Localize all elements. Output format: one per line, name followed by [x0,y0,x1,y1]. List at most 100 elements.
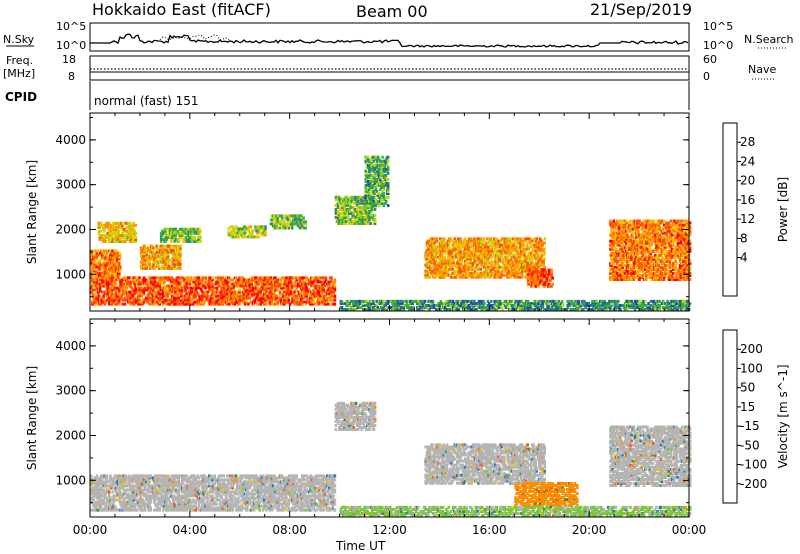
power-echo-cell [105,223,108,227]
power-echo-cell [336,203,340,207]
power-echo-cell [535,237,539,241]
power-echo-cell [156,246,160,250]
power-echo-cell [536,243,540,247]
power-echo-cell [355,213,359,217]
power-echo-cell [425,241,429,245]
power-echo-cell [246,288,249,292]
power-echo-cell [508,239,512,243]
power-echo-cell [179,262,182,266]
power-echo-cell [522,263,525,267]
power-echo-cell [206,282,210,286]
power-echo-cell [373,192,376,195]
power-echo-cell [505,245,508,249]
power-echo-cell [449,237,452,241]
power-echo-cell [366,202,370,206]
power-echo-cell [364,209,368,213]
power-echo-cell [324,276,328,280]
power-echo-cell [367,175,371,179]
power-echo-cell [357,220,360,223]
power-echo-cell [201,282,204,286]
cpid-label: CPID [5,90,37,104]
power-echo-cell [439,237,442,241]
power-echo-cell [93,267,96,271]
power-echo-cell [252,229,255,233]
power-echo-cell [333,278,337,282]
power-echo-cell [102,233,105,237]
power-echo-cell [496,249,499,253]
power-echo-cell [427,247,431,251]
power-echo-cell [119,265,122,269]
power-echo-cell [518,247,522,251]
power-echo-cell [102,223,105,227]
power-echo-cell [192,284,195,288]
power-echo-cell [349,203,352,207]
power-echo-cell [238,290,241,294]
power-echo-cell [94,294,97,298]
power-echo-cell [497,269,500,273]
power-echo-cell [298,218,302,222]
power-echo-cell [448,245,451,249]
power-echo-cell [375,177,379,181]
power-echo-cell [371,157,374,161]
power-echo-cell [369,173,372,177]
power-echo-cell [254,227,257,231]
nsky-label: N.Sky [3,33,35,46]
power-echo-cell [338,222,341,225]
power-echo-cell [454,251,458,255]
power-echo-cell [328,286,331,290]
power-echo-cell [198,233,201,237]
power-echo-cell [462,249,466,253]
power-echo-cell [521,275,524,279]
power-echo-cell [238,278,241,282]
power-echo-cell [309,282,312,286]
power-echo-cell [115,221,118,225]
power-echo-cell [106,292,110,296]
power-echo-cell [506,257,509,261]
power-echo-cell [371,215,375,219]
power-echo-cell [268,278,272,282]
power-echo-cell [484,306,487,309]
power-echo-cell [490,243,494,247]
power-echo-cell [387,185,390,189]
power-echo-cell [222,300,225,304]
power-echo-cell [507,259,511,263]
power-echo-cell [363,205,367,209]
power-echo-cell [458,261,461,265]
power-echo-cell [101,253,104,257]
power-echo-cell [517,275,521,279]
power-echo-cell [242,292,246,296]
power-echo-cell [364,222,368,225]
power-echo-cell [248,288,251,292]
power-echo-cell [316,276,320,280]
power-echo-cell [110,282,113,286]
power-echo-cell [387,171,390,175]
power-echo-cell [369,202,372,206]
power-echo-cell [122,233,125,237]
power-echo-cell [383,165,387,169]
power-echo-cell [425,255,429,259]
power-echo-cell [177,237,181,241]
power-echo-cell [486,267,489,271]
power-echo-cell [370,177,373,181]
power-echo-cell [355,195,359,199]
power-echo-cell [172,294,175,298]
power-echo-cell [187,294,191,298]
power-echo-cell [168,244,171,248]
power-echo-cell [193,229,197,233]
power-echo-cell [489,237,493,241]
power-echo-cell [113,288,117,292]
power-echo-cell [136,278,139,282]
power-echo-cell [214,282,218,286]
power-echo-cell [211,286,214,290]
power-echo-cell [221,296,224,300]
power-echo-cell [382,204,385,208]
power-echo-cell [168,264,171,268]
power-echo-cell [193,290,196,294]
power-echo-cell [300,214,303,218]
power-echo-cell [274,298,277,302]
power-echo-cell [198,231,201,235]
power-echo-cell [479,237,482,241]
power-echo-cell [194,296,197,300]
power-echo-cell [118,296,121,300]
power-echo-cell [286,288,289,292]
